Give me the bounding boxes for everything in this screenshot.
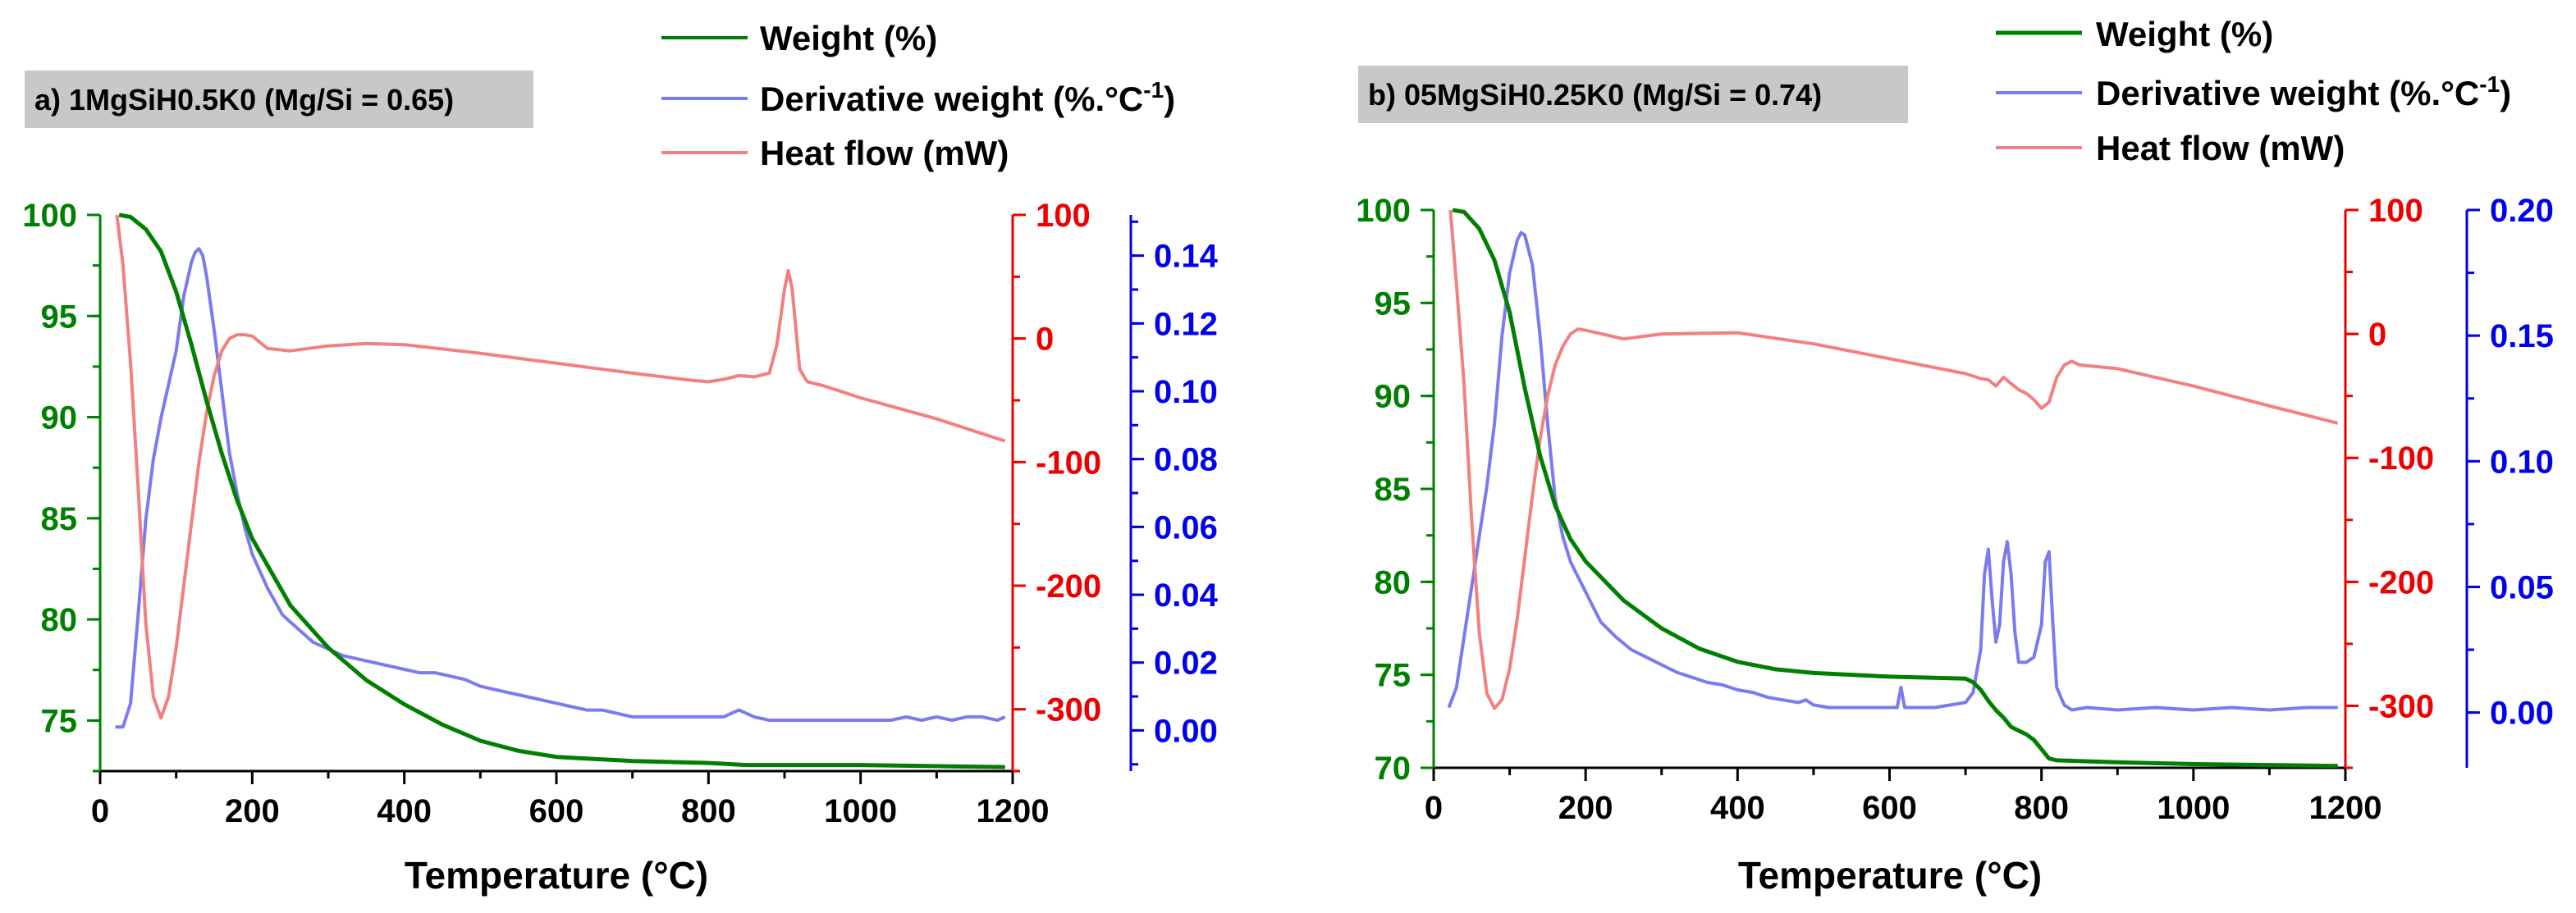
panel-b-derivative-tick-label: 0.10 (2490, 444, 2554, 480)
panel-a-x-tick-label: 800 (681, 793, 736, 829)
panel-a-legend-derivative-text: Derivative weight (%.°C (760, 80, 1143, 118)
panel-b-x-tick-label: 0 (1425, 790, 1443, 826)
panel-a-derivative-tick-label: 0.14 (1154, 239, 1219, 275)
panel-a-weight-curve (118, 212, 1005, 769)
panel-b-heat-tick-label: -100 (2368, 441, 2434, 477)
panel-a-x-tick-label: 200 (225, 793, 280, 829)
panel-b-derivative-tick-label: 0.15 (2490, 318, 2554, 354)
panel-b-heat-tick-label: 0 (2368, 317, 2386, 353)
panel-b-weight-tick-label: 95 (1375, 285, 1412, 322)
panel-a-weight-tick-label: 95 (41, 299, 78, 335)
panel-b-legend-heat-label: Heat flow (mW) (2096, 129, 2345, 167)
panel-a: a) 1MgSiH0.5K0 (Mg/Si = 0.65) Temperatur… (22, 19, 1218, 897)
panel-a-derivative-tick-label: 0.02 (1154, 646, 1218, 682)
panel-b-heat-tick-label: 100 (2368, 193, 2423, 229)
panel-b-legend-weight-label: Weight (%) (2096, 15, 2273, 53)
panel-a-x-tick-label: 400 (377, 793, 432, 829)
panel-a-weight-tick-label: 100 (22, 198, 77, 234)
panel-b-legend-derivative-label: Derivative weight (%.°C-1) (2096, 71, 2511, 112)
panel-b-x-axis-title: Temperature (°C) (1738, 854, 2042, 897)
panel-a-weight-tick-label: 75 (41, 703, 78, 739)
panel-b-derivative-tick-label: 0.20 (2490, 193, 2554, 229)
panel-a-heat-curve (115, 214, 1006, 720)
panel-b-x-tick-label: 800 (2014, 790, 2069, 826)
panel-b-legend-derivative-tail: ) (2500, 74, 2511, 112)
panel-b-weight-tick-label: 75 (1375, 658, 1412, 694)
panel-a-weight-tick-label: 90 (41, 400, 78, 436)
panel-a-x-tick-label: 0 (91, 793, 109, 829)
panel-b-heat-curve (1448, 209, 2339, 710)
panel-a-weight-tick-label: 80 (41, 602, 78, 638)
panel-a-heat-tick-label: 0 (1036, 322, 1054, 358)
panel-a-heat-tick-label: -200 (1036, 568, 1101, 605)
panel-a-legend: Weight (%) Derivative weight (%.°C-1) He… (661, 19, 1175, 172)
panel-b-legend-derivative-sup: -1 (2479, 71, 2500, 97)
panel-b-x-tick-label: 1200 (2309, 790, 2382, 826)
panel-a-legend-derivative-sup: -1 (1143, 77, 1164, 103)
panel-a-derivative-tick-label: 0.12 (1154, 306, 1218, 342)
panel-b-weight-tick-label: 70 (1375, 751, 1412, 787)
panel-a-legend-heat-label: Heat flow (mW) (760, 134, 1009, 172)
panel-a-x-tick-label: 1000 (824, 793, 897, 829)
panel-b-x-tick-label: 1000 (2157, 790, 2230, 826)
panel-a-derivative-tick-label: 0.00 (1154, 713, 1218, 749)
panel-a-derivative-tick-label: 0.04 (1154, 577, 1219, 614)
panel-b-x-tick-label: 400 (1710, 790, 1765, 826)
panel-a-derivative-tick-label: 0.08 (1154, 442, 1218, 478)
panel-a-heat-tick-label: -300 (1036, 692, 1101, 728)
panel-b-legend-derivative-text: Derivative weight (%.°C (2096, 74, 2479, 112)
panel-a-x-tick-label: 1200 (977, 793, 1050, 829)
panel-a-x-axis-title: Temperature (°C) (405, 854, 708, 897)
panel-a-derivative-tick-label: 0.06 (1154, 509, 1218, 546)
panel-b-derivative-tick-label: 0.05 (2490, 569, 2554, 605)
panel-b-derivative-tick-label: 0.00 (2490, 696, 2554, 732)
panel-a-derivative-curve (115, 247, 1006, 729)
panel-b-x-tick-label: 600 (1862, 790, 1917, 826)
panel-a-x-tick-label: 600 (529, 793, 584, 829)
panel-a-label-box (25, 71, 533, 128)
panel-a-heat-tick-label: 100 (1036, 198, 1091, 234)
panel-b-heat-tick-label: -200 (2368, 564, 2434, 600)
panel-b-x-tick-label: 200 (1558, 790, 1613, 826)
panel-a-legend-weight-label: Weight (%) (760, 19, 937, 57)
panel-a-label: a) 1MgSiH0.5K0 (Mg/Si = 0.65) (34, 83, 454, 116)
panel-a-legend-derivative-tail: ) (1164, 80, 1175, 118)
panel-b-weight-tick-label: 85 (1375, 472, 1412, 508)
panel-b-label-box (1358, 66, 1908, 123)
panel-b-weight-tick-label: 80 (1375, 564, 1412, 600)
panel-a-weight-tick-label: 85 (41, 501, 78, 537)
panel-b: b) 05MgSiH0.25K0 (Mg/Si = 0.74) Temperat… (1356, 15, 2554, 897)
panel-a-legend-derivative-label: Derivative weight (%.°C-1) (760, 77, 1175, 118)
panel-a-derivative-tick-label: 0.10 (1154, 374, 1218, 410)
panel-b-weight-tick-label: 90 (1375, 379, 1412, 415)
panel-b-weight-curve (1452, 208, 2338, 768)
panel-b-weight-tick-label: 100 (1356, 193, 1411, 229)
panel-b-derivative-curve (1447, 231, 2338, 712)
panel-b-legend: Weight (%) Derivative weight (%.°C-1) He… (1996, 15, 2511, 167)
panel-a-heat-tick-label: -100 (1036, 445, 1101, 481)
panel-b-label: b) 05MgSiH0.25K0 (Mg/Si = 0.74) (1368, 78, 1822, 112)
panel-b-heat-tick-label: -300 (2368, 688, 2434, 724)
